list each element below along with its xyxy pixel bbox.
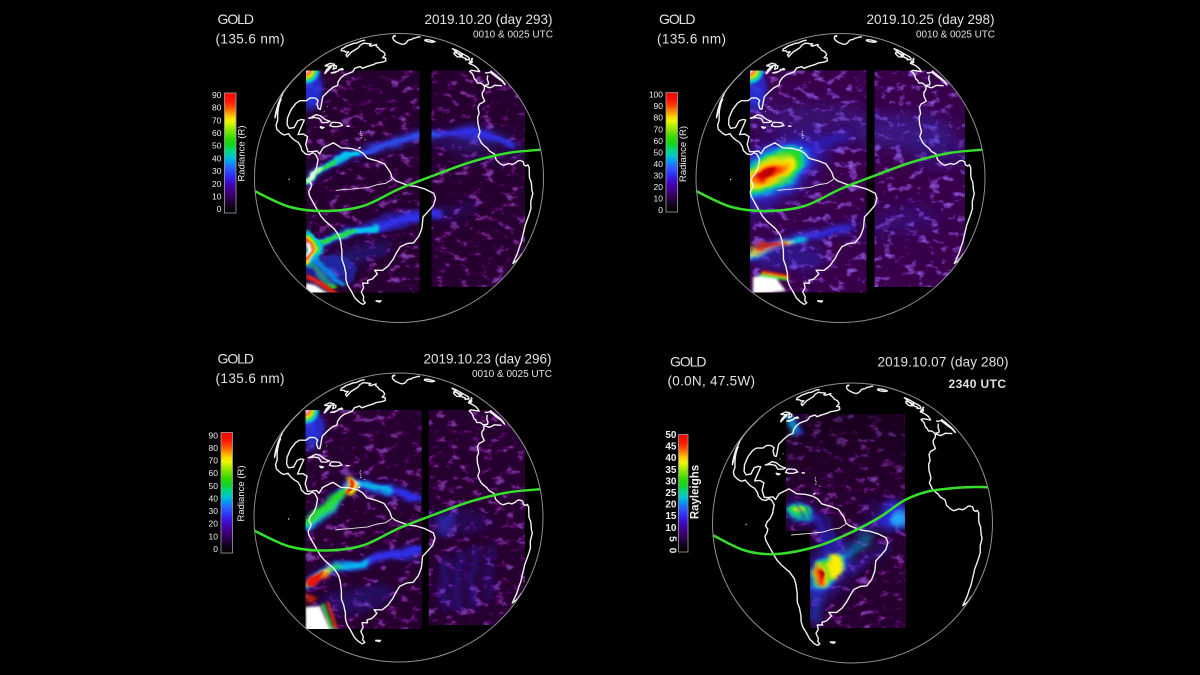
svg-text:30: 30	[665, 476, 677, 487]
svg-text:GOLD: GOLD	[218, 351, 255, 367]
svg-text:30: 30	[209, 506, 219, 516]
svg-text:(135.6 nm): (135.6 nm)	[216, 371, 285, 386]
svg-text:35: 35	[665, 465, 677, 476]
svg-text:2340 UTC: 2340 UTC	[949, 377, 1007, 391]
svg-text:60: 60	[212, 128, 222, 138]
svg-text:90: 90	[212, 90, 222, 100]
svg-text:20: 20	[212, 179, 222, 189]
svg-text:0: 0	[667, 548, 678, 554]
svg-text:100: 100	[649, 90, 663, 100]
svg-text:30: 30	[212, 166, 222, 176]
svg-text:20: 20	[209, 519, 219, 529]
svg-text:90: 90	[654, 101, 664, 111]
svg-text:(135.6 nm): (135.6 nm)	[657, 32, 726, 47]
svg-text:25: 25	[665, 488, 677, 499]
svg-text:(135.6 nm): (135.6 nm)	[216, 32, 285, 47]
svg-text:0: 0	[213, 544, 218, 554]
svg-text:80: 80	[212, 103, 222, 113]
svg-text:50: 50	[654, 147, 664, 157]
svg-text:20: 20	[654, 182, 664, 192]
svg-text:0010 & 0025 UTC: 0010 & 0025 UTC	[473, 30, 553, 41]
svg-text:50: 50	[209, 481, 219, 491]
svg-text:70: 70	[654, 124, 664, 134]
svg-text:20: 20	[665, 500, 677, 511]
svg-text:10: 10	[654, 193, 664, 203]
svg-text:GOLD: GOLD	[218, 11, 255, 27]
svg-text:50: 50	[665, 430, 677, 441]
svg-text:30: 30	[654, 170, 664, 180]
svg-text:5: 5	[667, 536, 678, 542]
svg-text:60: 60	[209, 468, 219, 478]
svg-text:40: 40	[654, 159, 664, 169]
svg-text:2019.10.23 (day 296): 2019.10.23 (day 296)	[424, 352, 552, 367]
svg-text:80: 80	[209, 443, 219, 453]
svg-text:2019.10.20 (day 293): 2019.10.20 (day 293)	[425, 12, 553, 27]
svg-text:70: 70	[212, 115, 222, 125]
svg-text:0: 0	[217, 204, 222, 214]
svg-text:(0.0N, 47.5W): (0.0N, 47.5W)	[668, 374, 756, 389]
svg-text:60: 60	[654, 136, 664, 146]
svg-text:Radiance (R): Radiance (R)	[678, 126, 689, 182]
svg-text:GOLD: GOLD	[659, 11, 696, 27]
svg-text:10: 10	[212, 192, 222, 202]
svg-text:40: 40	[665, 453, 677, 464]
svg-text:70: 70	[209, 456, 219, 466]
svg-text:GOLD: GOLD	[670, 354, 707, 370]
svg-text:2019.10.25 (day 298): 2019.10.25 (day 298)	[867, 12, 995, 27]
svg-text:15: 15	[665, 511, 677, 522]
svg-text:Rayleighs: Rayleighs	[690, 465, 702, 519]
svg-text:0010 & 0025 UTC: 0010 & 0025 UTC	[916, 30, 995, 41]
svg-text:40: 40	[209, 494, 219, 504]
svg-text:40: 40	[212, 153, 222, 163]
svg-text:Radiance (R): Radiance (R)	[236, 466, 247, 522]
svg-text:0010 & 0025 UTC: 0010 & 0025 UTC	[472, 369, 552, 380]
svg-text:45: 45	[665, 442, 677, 453]
svg-text:0: 0	[658, 205, 663, 215]
svg-text:2019.10.07 (day 280): 2019.10.07 (day 280)	[878, 355, 1009, 370]
svg-text:10: 10	[665, 523, 677, 534]
svg-text:50: 50	[212, 141, 222, 151]
svg-text:10: 10	[209, 531, 219, 541]
svg-text:Radiance (R): Radiance (R)	[237, 126, 248, 182]
svg-text:90: 90	[209, 430, 219, 440]
svg-text:80: 80	[654, 113, 664, 123]
